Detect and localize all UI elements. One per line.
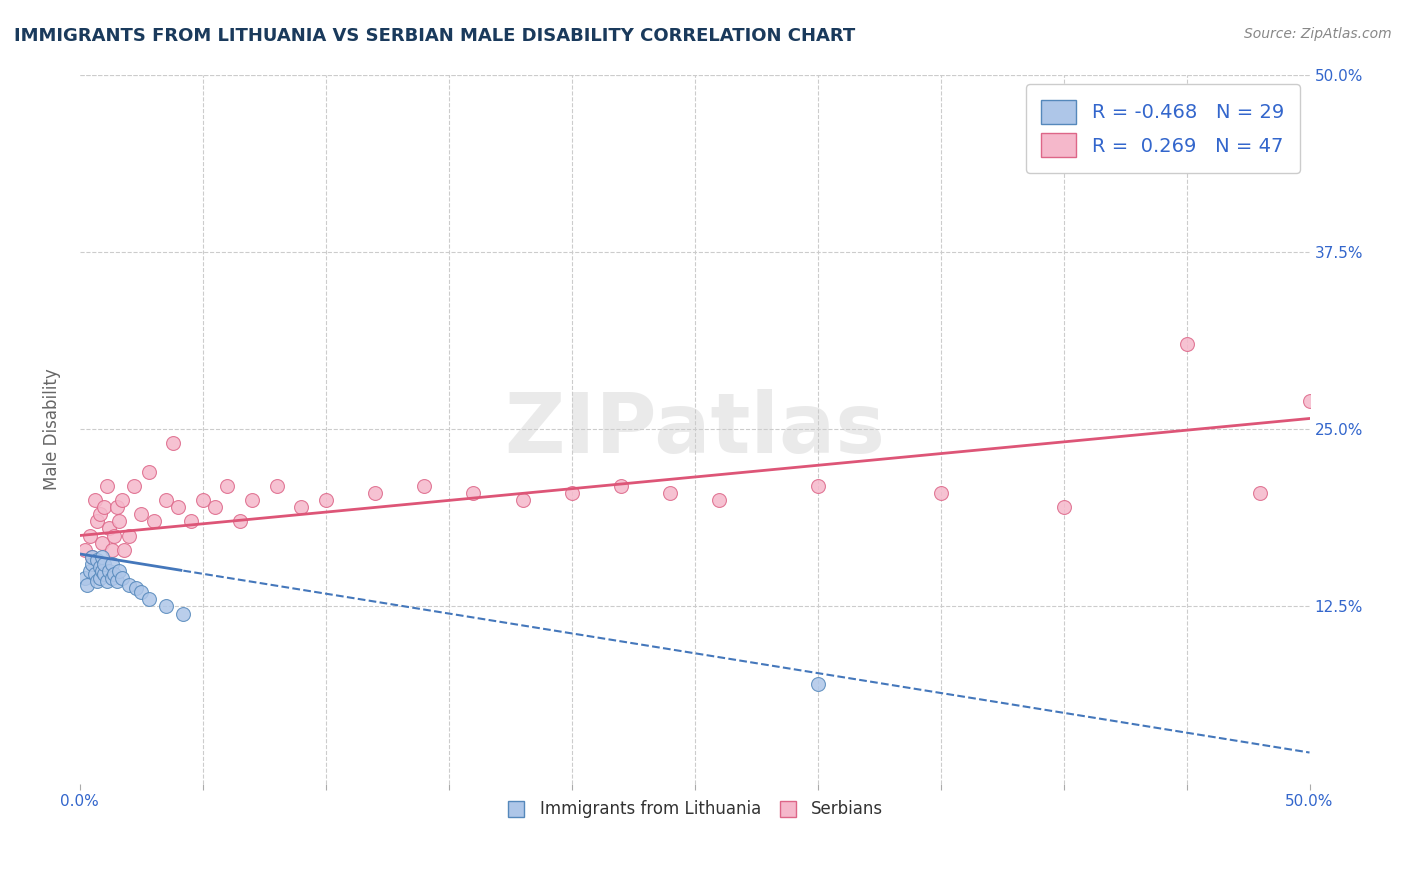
Point: [240, 493, 263, 508]
Point: [96, 479, 118, 493]
Point: [118, 578, 141, 592]
Point: [131, 585, 153, 599]
Point: [1298, 393, 1320, 408]
Point: [73, 571, 96, 585]
Point: [96, 574, 118, 588]
Point: [86, 574, 108, 588]
Point: [91, 549, 114, 564]
Point: [98, 564, 121, 578]
Point: [229, 514, 252, 528]
Point: [138, 465, 160, 479]
Point: [463, 486, 485, 500]
Point: [101, 571, 124, 585]
Point: [112, 542, 135, 557]
Point: [86, 552, 108, 566]
Point: [111, 493, 134, 508]
Point: [89, 507, 111, 521]
Point: [1052, 500, 1074, 515]
Point: [86, 514, 108, 528]
Point: [217, 479, 239, 493]
Point: [122, 479, 145, 493]
Point: [82, 549, 104, 564]
Text: IMMIGRANTS FROM LITHUANIA VS SERBIAN MALE DISABILITY CORRELATION CHART: IMMIGRANTS FROM LITHUANIA VS SERBIAN MAL…: [14, 27, 855, 45]
Point: [93, 500, 115, 515]
Point: [118, 528, 141, 542]
Point: [108, 514, 131, 528]
Point: [266, 479, 288, 493]
Point: [172, 607, 194, 621]
Point: [76, 578, 98, 592]
Point: [204, 500, 226, 515]
Point: [191, 493, 214, 508]
Text: ZIPatlas: ZIPatlas: [505, 389, 886, 469]
Point: [101, 557, 124, 571]
Point: [131, 507, 153, 521]
Point: [167, 500, 190, 515]
Point: [89, 571, 111, 585]
Point: [79, 564, 101, 578]
Point: [73, 542, 96, 557]
Point: [98, 521, 121, 535]
Point: [364, 486, 387, 500]
Point: [155, 599, 177, 614]
Point: [709, 493, 731, 508]
Point: [290, 500, 312, 515]
Point: [101, 542, 124, 557]
Point: [610, 479, 633, 493]
Point: [108, 564, 131, 578]
Point: [93, 566, 115, 581]
Point: [79, 528, 101, 542]
Point: [807, 677, 830, 691]
Point: [83, 493, 105, 508]
Point: [91, 564, 114, 578]
Point: [125, 581, 148, 595]
Point: [561, 486, 583, 500]
Point: [413, 479, 436, 493]
Y-axis label: Male Disability: Male Disability: [44, 368, 60, 490]
Point: [142, 514, 165, 528]
Point: [89, 559, 111, 574]
Point: [105, 574, 128, 588]
Point: [83, 566, 105, 581]
Point: [103, 528, 125, 542]
Point: [1175, 337, 1198, 351]
Point: [82, 557, 104, 571]
Point: [105, 500, 128, 515]
Point: [512, 493, 534, 508]
Point: [93, 557, 115, 571]
Point: [1249, 486, 1271, 500]
Text: Source: ZipAtlas.com: Source: ZipAtlas.com: [1244, 27, 1392, 41]
Point: [929, 486, 952, 500]
Point: [315, 493, 337, 508]
Point: [82, 549, 104, 564]
Point: [91, 535, 114, 549]
Point: [103, 566, 125, 581]
Point: [111, 571, 134, 585]
Legend: Immigrants from Lithuania, Serbians: Immigrants from Lithuania, Serbians: [499, 794, 890, 825]
Point: [155, 493, 177, 508]
Point: [138, 592, 160, 607]
Point: [659, 486, 682, 500]
Point: [807, 479, 830, 493]
Point: [162, 436, 184, 450]
Point: [180, 514, 202, 528]
